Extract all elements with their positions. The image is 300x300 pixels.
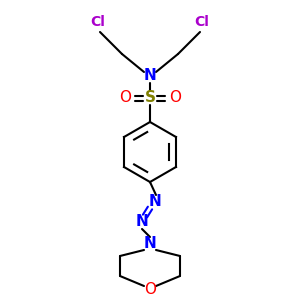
Text: N: N (148, 194, 161, 209)
Text: S: S (145, 91, 155, 106)
Text: N: N (144, 68, 156, 83)
Text: Cl: Cl (195, 15, 209, 29)
Text: O: O (169, 91, 181, 106)
Text: O: O (144, 283, 156, 298)
Text: N: N (144, 236, 156, 251)
Text: Cl: Cl (91, 15, 105, 29)
Text: O: O (119, 91, 131, 106)
Text: N: N (136, 214, 148, 230)
